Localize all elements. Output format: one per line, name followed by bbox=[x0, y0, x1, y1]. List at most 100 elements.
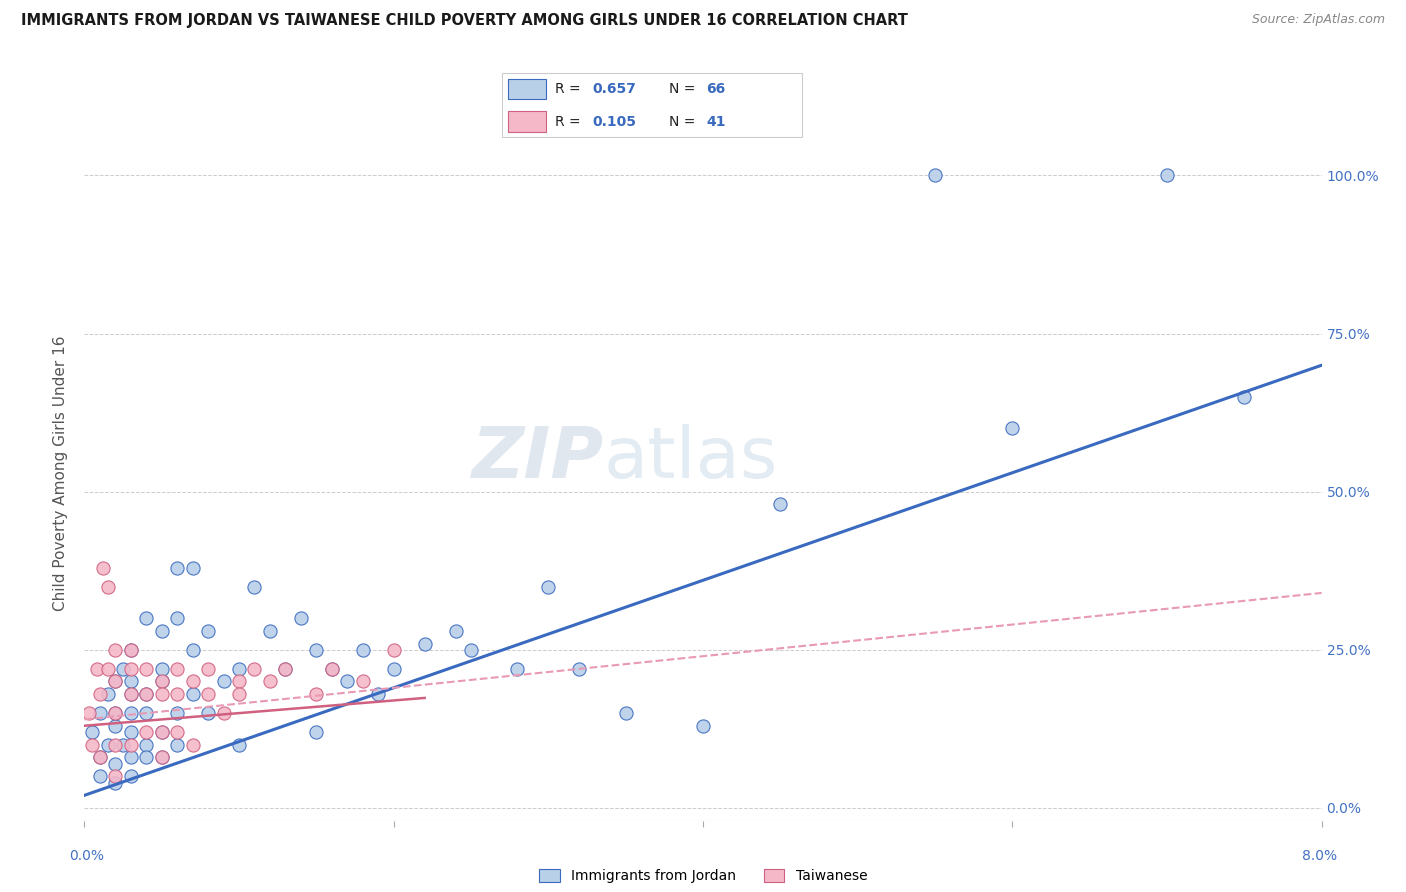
Point bbox=[259, 624, 281, 638]
Point bbox=[82, 725, 104, 739]
Text: 0.657: 0.657 bbox=[592, 82, 636, 96]
Text: R =: R = bbox=[555, 114, 585, 128]
Point bbox=[166, 560, 188, 574]
Point bbox=[135, 725, 157, 739]
Point bbox=[197, 624, 219, 638]
Point bbox=[166, 687, 188, 701]
Text: Source: ZipAtlas.com: Source: ZipAtlas.com bbox=[1251, 13, 1385, 27]
Point bbox=[82, 738, 104, 752]
Point bbox=[413, 636, 436, 650]
Point bbox=[104, 674, 127, 689]
Point bbox=[150, 624, 173, 638]
Point bbox=[382, 643, 405, 657]
Point bbox=[769, 497, 792, 511]
Point bbox=[444, 624, 467, 638]
Text: ZIP: ZIP bbox=[472, 425, 605, 493]
Point bbox=[135, 687, 157, 701]
Point bbox=[382, 662, 405, 676]
Point bbox=[120, 769, 142, 783]
Point bbox=[104, 674, 127, 689]
Point bbox=[112, 662, 135, 676]
Point bbox=[166, 611, 188, 625]
Point bbox=[181, 687, 204, 701]
Point bbox=[120, 750, 142, 764]
Point bbox=[104, 738, 127, 752]
Point bbox=[274, 662, 297, 676]
Point bbox=[96, 580, 120, 594]
Point bbox=[181, 738, 204, 752]
Point bbox=[104, 706, 127, 720]
Point bbox=[120, 725, 142, 739]
Point bbox=[336, 674, 359, 689]
Text: 66: 66 bbox=[706, 82, 725, 96]
Point bbox=[166, 738, 188, 752]
Bar bbox=[509, 112, 546, 131]
Point bbox=[104, 719, 127, 733]
Point bbox=[150, 750, 173, 764]
Text: R =: R = bbox=[555, 82, 585, 96]
Point bbox=[228, 687, 250, 701]
Point bbox=[305, 725, 328, 739]
Text: N =: N = bbox=[669, 114, 700, 128]
Point bbox=[305, 687, 328, 701]
Point bbox=[150, 674, 173, 689]
Point bbox=[367, 687, 389, 701]
Point bbox=[86, 662, 108, 676]
Point bbox=[197, 662, 219, 676]
Point bbox=[104, 643, 127, 657]
Point bbox=[104, 775, 127, 789]
Point bbox=[89, 706, 111, 720]
Point bbox=[120, 687, 142, 701]
Point bbox=[321, 662, 343, 676]
Point bbox=[135, 738, 157, 752]
Point bbox=[243, 662, 266, 676]
Point bbox=[166, 662, 188, 676]
Legend: Immigrants from Jordan, Taiwanese: Immigrants from Jordan, Taiwanese bbox=[531, 863, 875, 890]
Point bbox=[228, 674, 250, 689]
Y-axis label: Child Poverty Among Girls Under 16: Child Poverty Among Girls Under 16 bbox=[53, 335, 69, 610]
Point bbox=[150, 725, 173, 739]
Point bbox=[96, 687, 120, 701]
Point bbox=[96, 662, 120, 676]
Point bbox=[135, 687, 157, 701]
Point bbox=[460, 643, 482, 657]
Text: N =: N = bbox=[669, 82, 700, 96]
Point bbox=[568, 662, 591, 676]
Point bbox=[228, 662, 250, 676]
Point bbox=[150, 687, 173, 701]
Point bbox=[197, 706, 219, 720]
Point bbox=[259, 674, 281, 689]
Point bbox=[321, 662, 343, 676]
Point bbox=[212, 706, 235, 720]
Point bbox=[181, 643, 204, 657]
Point bbox=[89, 750, 111, 764]
Point bbox=[506, 662, 529, 676]
Point bbox=[77, 706, 100, 720]
Point bbox=[104, 756, 127, 771]
Text: 8.0%: 8.0% bbox=[1302, 849, 1337, 863]
Point bbox=[166, 725, 188, 739]
Point bbox=[120, 662, 142, 676]
Point bbox=[212, 674, 235, 689]
Point bbox=[1001, 421, 1024, 435]
Point bbox=[614, 706, 637, 720]
Point bbox=[1156, 169, 1178, 183]
Point bbox=[197, 687, 219, 701]
Point bbox=[135, 611, 157, 625]
Point bbox=[120, 643, 142, 657]
Point bbox=[135, 706, 157, 720]
Point bbox=[150, 725, 173, 739]
Point bbox=[692, 719, 714, 733]
Point bbox=[150, 674, 173, 689]
Point bbox=[274, 662, 297, 676]
Point bbox=[166, 706, 188, 720]
Point bbox=[135, 750, 157, 764]
Text: 41: 41 bbox=[706, 114, 725, 128]
Point bbox=[120, 687, 142, 701]
Point bbox=[96, 738, 120, 752]
Point bbox=[537, 580, 560, 594]
Point bbox=[181, 674, 204, 689]
Text: atlas: atlas bbox=[605, 425, 779, 493]
Text: IMMIGRANTS FROM JORDAN VS TAIWANESE CHILD POVERTY AMONG GIRLS UNDER 16 CORRELATI: IMMIGRANTS FROM JORDAN VS TAIWANESE CHIL… bbox=[21, 13, 908, 29]
Point bbox=[120, 738, 142, 752]
